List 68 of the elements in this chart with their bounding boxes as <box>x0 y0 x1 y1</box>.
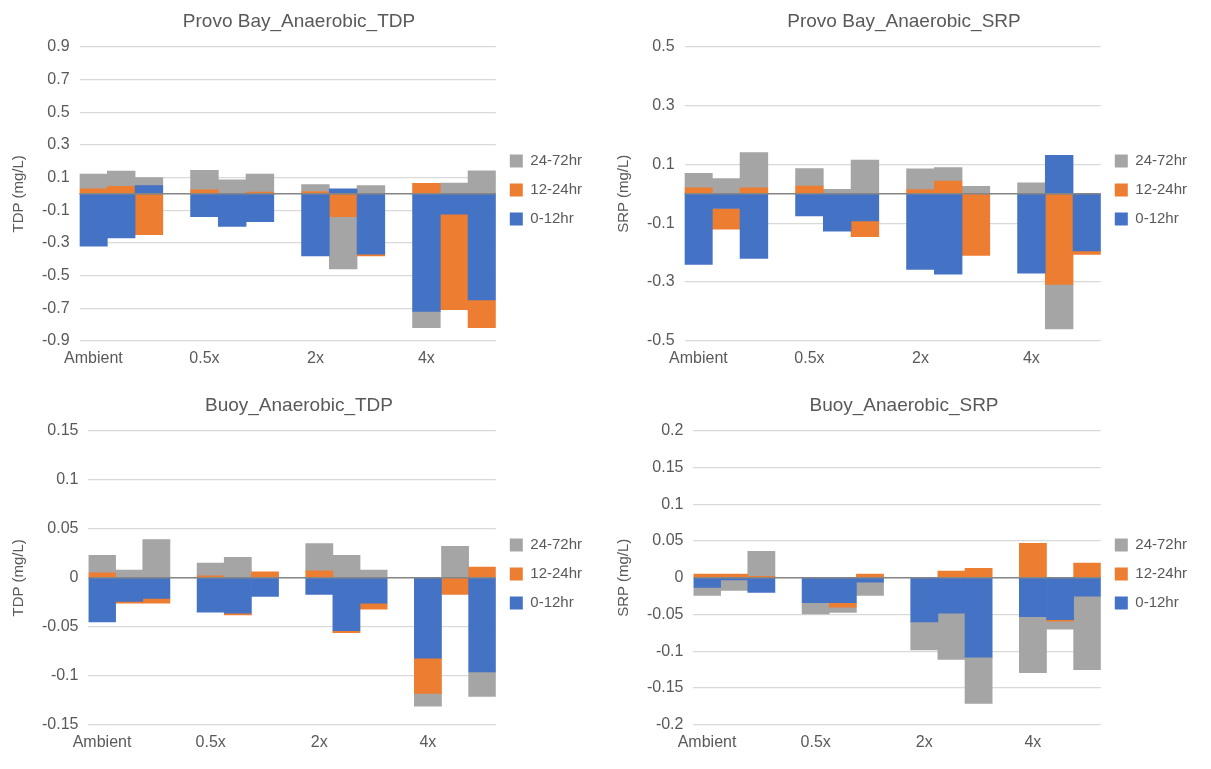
x-tick-label: 2x <box>915 732 933 750</box>
x-tick-label: 0.5x <box>189 348 220 366</box>
y-tick-label: -0.15 <box>42 715 79 733</box>
y-tick-label: -0.1 <box>646 213 675 231</box>
x-tick-label: 4x <box>419 732 437 750</box>
y-tick-label: 0 <box>69 568 79 586</box>
legend-label: 0-12hr <box>530 593 574 611</box>
legend-label: 12-24hr <box>1135 180 1187 198</box>
x-tick-label: 2x <box>911 348 929 366</box>
y-tick-label: 0.2 <box>661 421 684 439</box>
y-axis-title: TDP (mg/L) <box>9 539 27 617</box>
y-tick-label: -0.3 <box>41 233 70 251</box>
y-tick-label: 0.1 <box>652 154 675 172</box>
chart-title: Buoy_Anaerobic_SRP <box>809 393 999 416</box>
y-tick-label: -0.05 <box>647 604 684 622</box>
y-tick-label: -0.5 <box>41 265 70 283</box>
legend-label: 12-24hr <box>1135 564 1187 582</box>
chart-title: Provo Bay_Anaerobic_SRP <box>787 9 1021 32</box>
y-tick-label: 0.1 <box>56 470 79 488</box>
y-tick-label: 0.05 <box>652 531 684 549</box>
y-tick-label: 0.3 <box>652 96 675 114</box>
y-tick-label: -0.9 <box>41 331 70 349</box>
legend-label: 12-24hr <box>530 180 582 198</box>
y-tick-label: -0.2 <box>655 715 684 733</box>
y-tick-label: 0.1 <box>47 167 70 185</box>
y-tick-label: 0 <box>674 568 684 586</box>
y-tick-label: -0.15 <box>647 678 684 696</box>
y-axis-title: TDP (mg/L) <box>9 155 27 233</box>
legend-label: 0-12hr <box>1135 593 1179 611</box>
x-tick-label: 4x <box>1022 348 1040 366</box>
y-tick-label: 0.05 <box>47 519 79 537</box>
x-tick-label: 4x <box>417 348 435 366</box>
chart-title: Provo Bay_Anaerobic_TDP <box>182 9 416 32</box>
x-tick-label: Ambient <box>64 348 124 366</box>
y-tick-label: -0.05 <box>42 617 79 635</box>
x-tick-label: 0.5x <box>800 732 831 750</box>
y-tick-label: 0.7 <box>47 69 70 87</box>
legend-label: 0-12hr <box>530 209 574 227</box>
legend-label: 12-24hr <box>530 564 582 582</box>
y-tick-label: -0.7 <box>41 298 70 316</box>
legend-label: 24-72hr <box>530 151 582 169</box>
y-tick-label: -0.5 <box>646 331 675 349</box>
legend-label: 0-12hr <box>1135 209 1179 227</box>
y-axis-title: SRP (mg/L) <box>614 154 632 233</box>
y-tick-label: 0.5 <box>47 102 70 120</box>
x-tick-label: Ambient <box>677 732 737 750</box>
legend-label: 24-72hr <box>1135 535 1187 553</box>
y-tick-label: -0.1 <box>655 641 684 659</box>
y-tick-label: -0.1 <box>50 666 79 684</box>
y-tick-label: 0.15 <box>652 457 684 475</box>
x-tick-label: 0.5x <box>195 732 226 750</box>
x-tick-label: Ambient <box>669 348 729 366</box>
y-tick-label: 0.9 <box>47 37 70 55</box>
x-tick-label: 4x <box>1024 732 1042 750</box>
y-axis-title: SRP (mg/L) <box>614 538 632 617</box>
legend-label: 24-72hr <box>530 535 582 553</box>
y-tick-label: -0.3 <box>646 272 675 290</box>
y-tick-label: 0.15 <box>47 421 79 439</box>
y-tick-label: 0.5 <box>652 37 675 55</box>
y-tick-label: -0.1 <box>41 200 70 218</box>
x-tick-label: 2x <box>306 348 324 366</box>
x-tick-label: 2x <box>310 732 328 750</box>
y-tick-label: 0.3 <box>47 135 70 153</box>
legend-label: 24-72hr <box>1135 151 1187 169</box>
chart-title: Buoy_Anaerobic_TDP <box>205 393 393 416</box>
y-tick-label: 0.1 <box>661 494 684 512</box>
x-tick-label: Ambient <box>72 732 132 750</box>
x-tick-label: 0.5x <box>794 348 825 366</box>
